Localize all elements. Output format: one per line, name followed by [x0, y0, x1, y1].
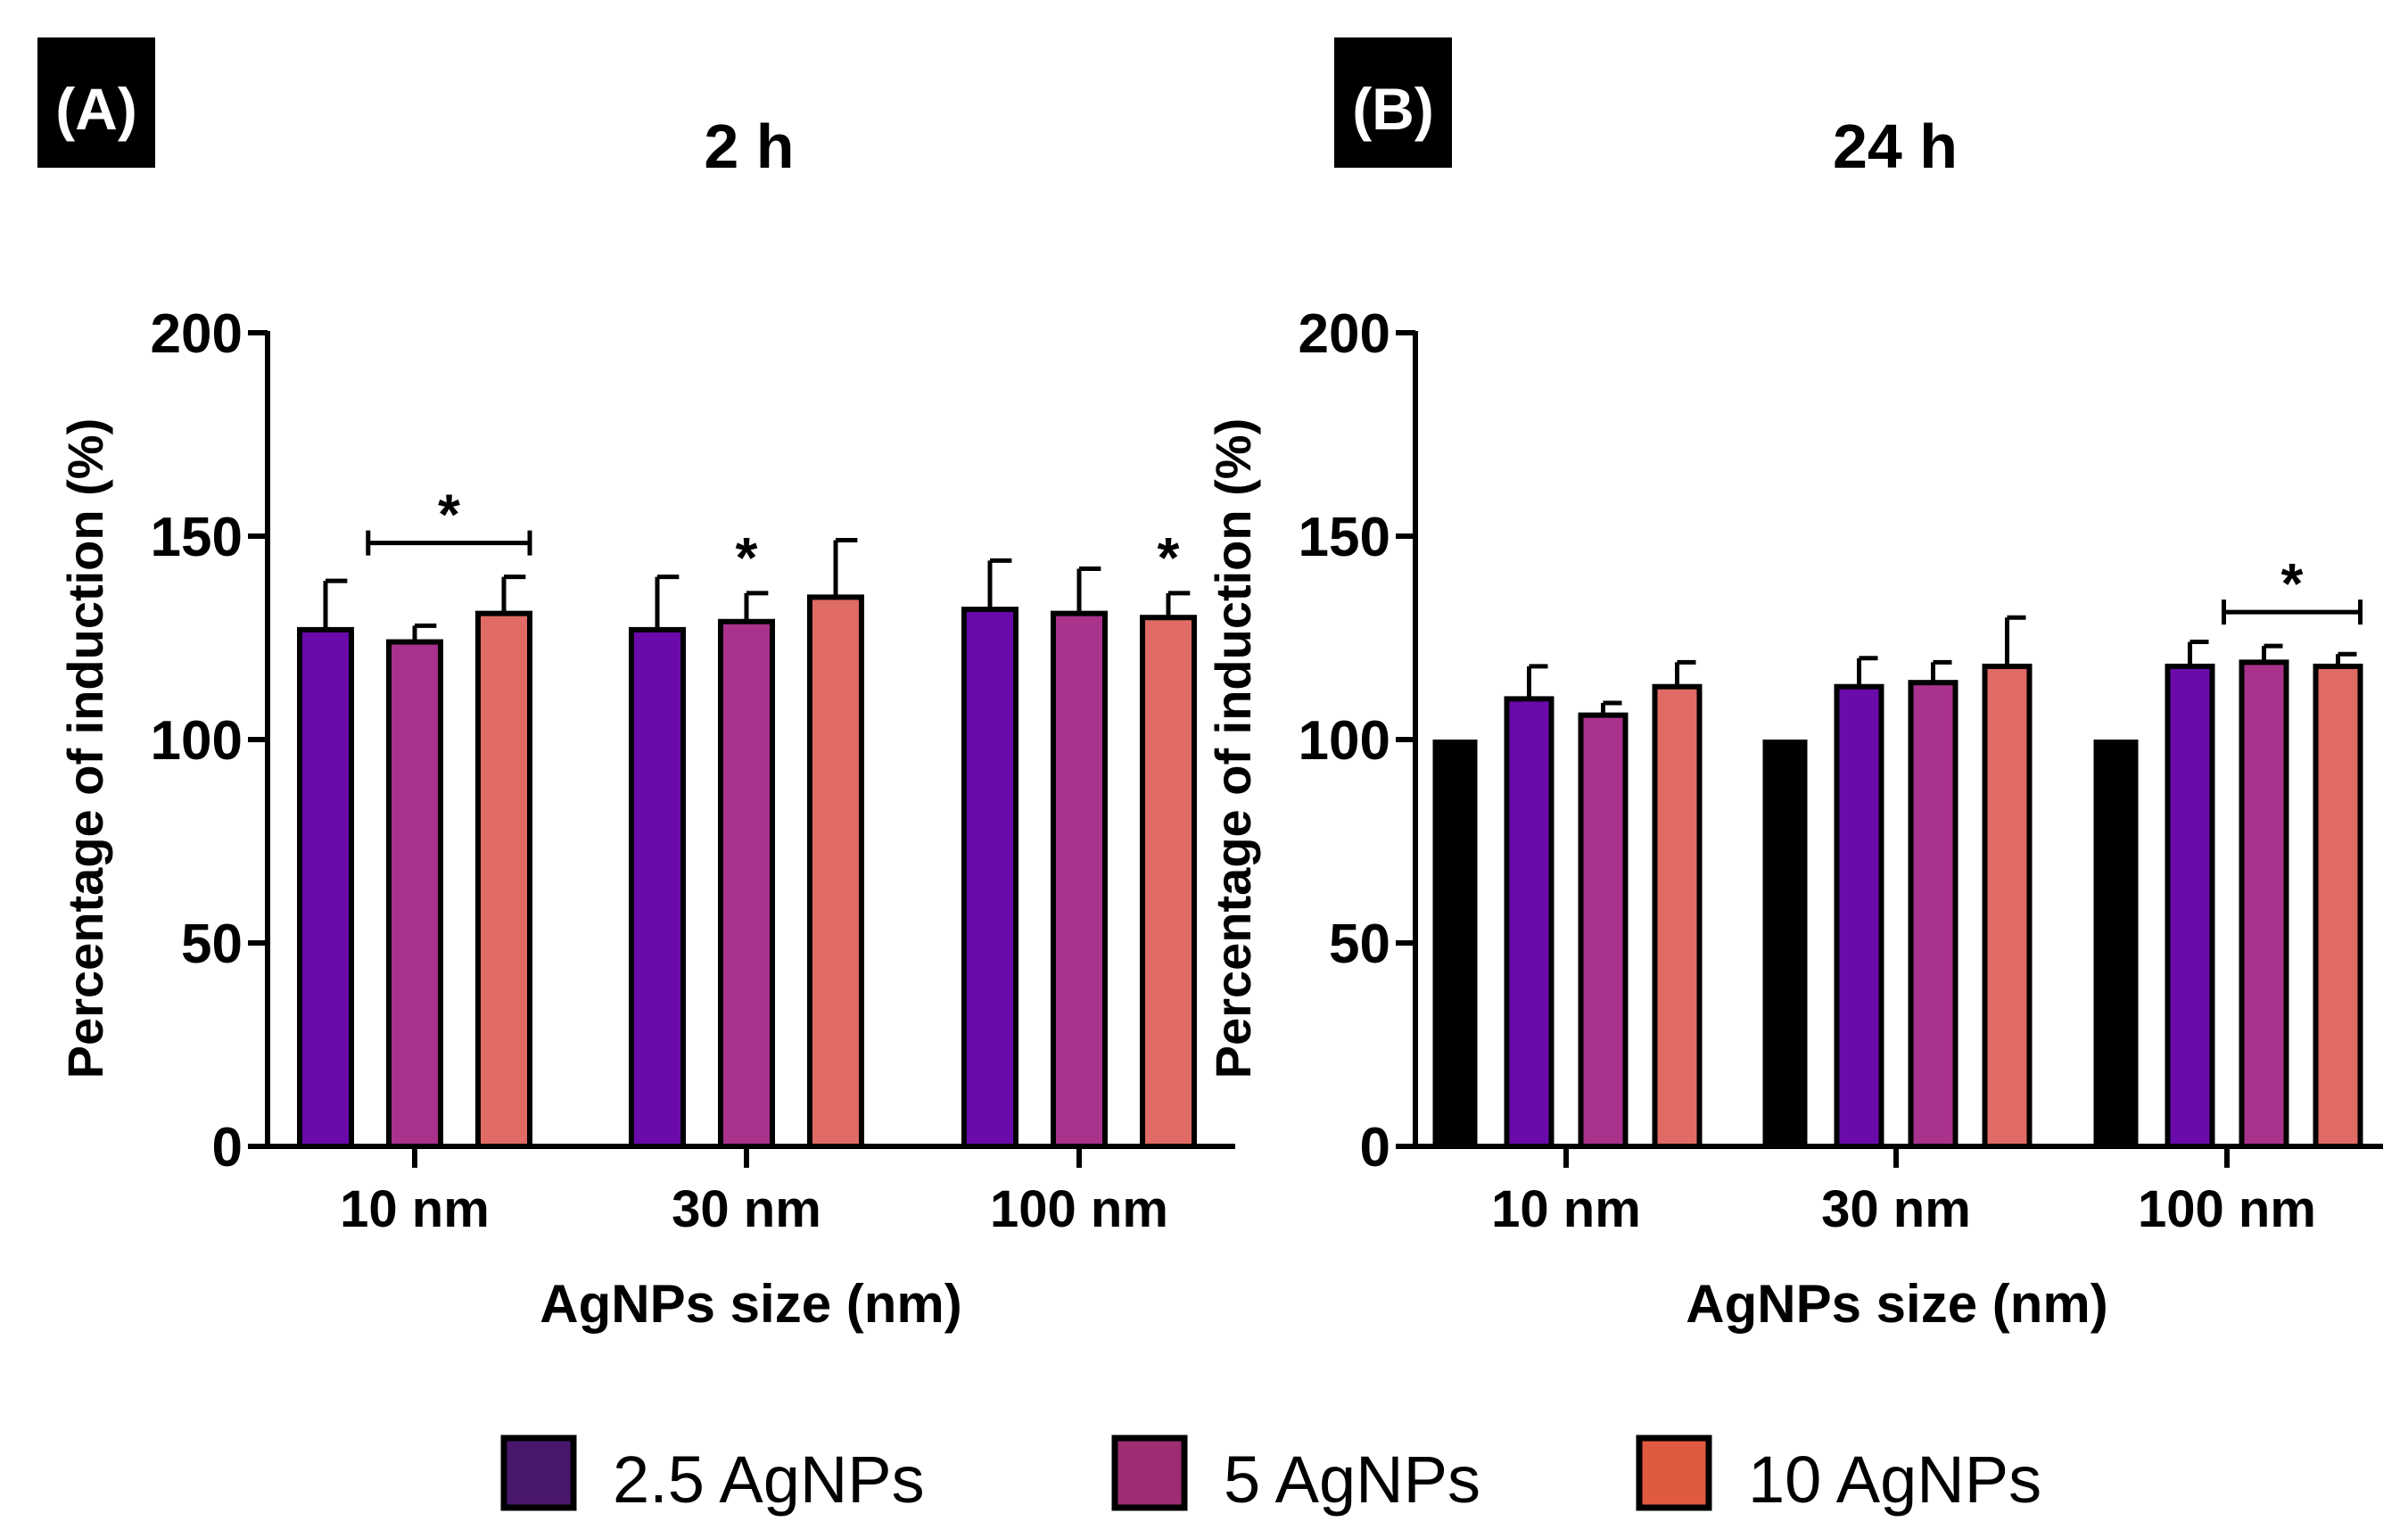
bar — [629, 626, 686, 1149]
bar — [807, 594, 864, 1149]
y-tick-label: 100 — [151, 710, 243, 772]
bar — [297, 626, 354, 1149]
bar — [475, 610, 532, 1149]
significance-star: * — [2281, 551, 2304, 616]
bar — [2165, 663, 2215, 1149]
legend-label: 5 AgNPs — [1224, 1443, 1480, 1517]
significance-star: * — [438, 483, 460, 547]
bar — [1982, 663, 2033, 1149]
y-tick-label: 0 — [1360, 1117, 1390, 1178]
x-tick-label: 100 nm — [990, 1180, 1168, 1238]
y-tick-label: 200 — [1299, 303, 1390, 365]
significance-star: * — [1158, 525, 1180, 590]
y-tick-label: 150 — [1299, 507, 1390, 568]
bar — [2093, 740, 2139, 1146]
legend: 2.5 AgNPs 5 AgNPs 10 AgNPs — [500, 1435, 2041, 1517]
panel-label-box — [37, 37, 155, 168]
bar — [1652, 683, 1703, 1149]
y-tick-label: 0 — [212, 1117, 243, 1178]
panel-label: (B) — [1352, 76, 1434, 142]
y-tick-label: 50 — [1329, 914, 1390, 975]
bar — [961, 607, 1018, 1149]
bar — [1762, 740, 1808, 1146]
bar — [2313, 663, 2363, 1149]
bar — [1578, 712, 1629, 1149]
x-tick-label: 10 nm — [1491, 1180, 1641, 1238]
y-tick-label: 100 — [1299, 710, 1390, 772]
x-tick-label: 100 nm — [2138, 1180, 2316, 1238]
bar — [1140, 615, 1197, 1149]
legend-swatch — [1636, 1435, 1712, 1511]
panel-b: (B) 24 h 0 50 100 150 200 Percentage of inducti… — [1205, 37, 2383, 1334]
legend-label: 2.5 AgNPs — [613, 1443, 925, 1517]
bar — [718, 618, 775, 1149]
y-axis-label: Percentage of induction (%) — [57, 418, 113, 1079]
legend-swatch — [1111, 1435, 1188, 1511]
y-axis-label: Percentage of induction (%) — [1205, 418, 1261, 1079]
bar — [386, 639, 443, 1149]
panel-label-box — [1334, 37, 1452, 168]
legend-swatch — [500, 1435, 577, 1511]
x-tick-label: 30 nm — [672, 1180, 821, 1238]
y-tick-label: 200 — [151, 303, 243, 365]
chart-title: 24 h — [1833, 112, 1958, 181]
significance-star: * — [736, 525, 758, 590]
bar — [1504, 696, 1554, 1150]
x-axis-label: AgNPs size (nm) — [540, 1274, 961, 1334]
panel-label: (A) — [55, 76, 137, 142]
bar — [1051, 610, 1108, 1149]
legend-label: 10 AgNPs — [1748, 1443, 2041, 1517]
bar — [1432, 740, 1478, 1146]
x-axis-label: AgNPs size (nm) — [1686, 1274, 2107, 1334]
x-tick-label: 10 nm — [340, 1180, 490, 1238]
panel-a: (A) 2 h 0 50 100 150 200 Percentage of inductio… — [37, 37, 1235, 1334]
bar — [1908, 680, 1959, 1149]
bar — [2239, 659, 2289, 1149]
chart-title: 2 h — [704, 112, 794, 181]
bar — [1834, 683, 1884, 1149]
y-tick-label: 50 — [181, 914, 243, 975]
x-tick-label: 30 nm — [1821, 1180, 1971, 1238]
y-tick-label: 150 — [151, 507, 243, 568]
